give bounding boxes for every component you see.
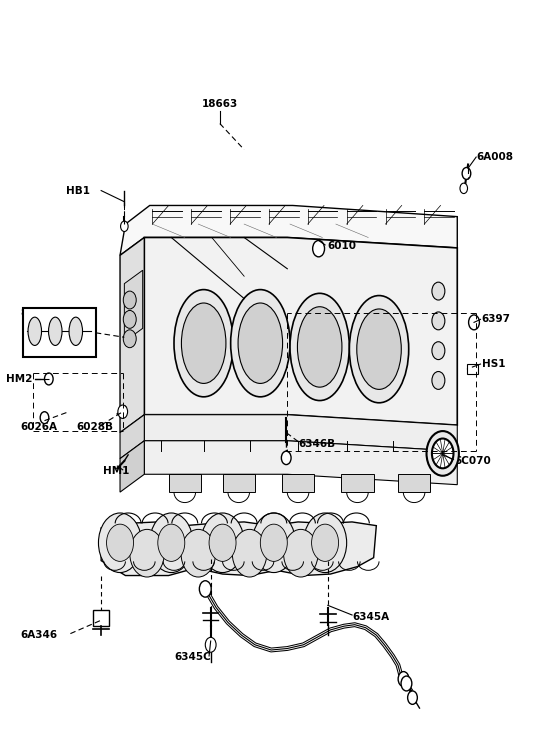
Circle shape xyxy=(123,291,136,309)
Circle shape xyxy=(150,513,193,573)
Ellipse shape xyxy=(231,289,290,397)
Circle shape xyxy=(304,513,347,573)
Text: 6346B: 6346B xyxy=(298,439,335,449)
Text: 6397: 6397 xyxy=(481,314,510,325)
Ellipse shape xyxy=(357,309,401,389)
Circle shape xyxy=(281,451,291,465)
Circle shape xyxy=(120,221,128,231)
Text: HS1: HS1 xyxy=(481,359,505,369)
Ellipse shape xyxy=(69,317,83,345)
Polygon shape xyxy=(282,474,315,492)
Circle shape xyxy=(232,530,267,577)
Polygon shape xyxy=(168,474,201,492)
Polygon shape xyxy=(228,541,269,551)
Ellipse shape xyxy=(290,293,350,401)
Circle shape xyxy=(205,637,216,652)
Circle shape xyxy=(181,530,216,577)
Polygon shape xyxy=(279,541,319,551)
Text: HM3: HM3 xyxy=(43,342,66,351)
Text: 6028B: 6028B xyxy=(77,421,114,432)
Text: HM1: HM1 xyxy=(103,466,129,476)
Circle shape xyxy=(432,312,445,330)
Circle shape xyxy=(123,330,136,348)
Circle shape xyxy=(460,183,468,193)
Circle shape xyxy=(252,513,295,573)
Circle shape xyxy=(427,431,459,476)
Polygon shape xyxy=(341,474,374,492)
Text: 6345A: 6345A xyxy=(352,612,389,622)
Text: HM2: HM2 xyxy=(6,374,33,384)
Ellipse shape xyxy=(238,303,283,383)
Circle shape xyxy=(469,315,479,330)
Circle shape xyxy=(209,524,236,562)
Text: 8555: 8555 xyxy=(20,308,49,319)
Circle shape xyxy=(98,513,142,573)
Bar xyxy=(23,308,96,357)
Polygon shape xyxy=(120,441,144,492)
Circle shape xyxy=(283,530,318,577)
Bar xyxy=(93,609,109,626)
Circle shape xyxy=(130,530,164,577)
Circle shape xyxy=(432,439,453,468)
Polygon shape xyxy=(120,205,457,255)
Circle shape xyxy=(432,372,445,389)
Circle shape xyxy=(408,691,417,704)
Polygon shape xyxy=(144,237,457,425)
Polygon shape xyxy=(125,541,166,551)
Circle shape xyxy=(40,412,49,424)
Text: 6A008: 6A008 xyxy=(476,152,513,162)
Circle shape xyxy=(432,282,445,300)
Polygon shape xyxy=(223,474,255,492)
Polygon shape xyxy=(120,237,144,433)
Polygon shape xyxy=(101,522,376,575)
Ellipse shape xyxy=(28,317,42,345)
Polygon shape xyxy=(124,270,143,342)
Ellipse shape xyxy=(174,289,234,397)
Polygon shape xyxy=(120,415,144,459)
Circle shape xyxy=(432,342,445,360)
Polygon shape xyxy=(398,474,430,492)
Polygon shape xyxy=(177,541,217,551)
Circle shape xyxy=(118,405,127,419)
Bar xyxy=(467,364,478,374)
Polygon shape xyxy=(144,441,457,485)
Ellipse shape xyxy=(182,303,226,383)
Circle shape xyxy=(123,310,136,328)
Circle shape xyxy=(462,168,471,179)
Ellipse shape xyxy=(49,317,62,345)
Circle shape xyxy=(107,524,133,562)
Circle shape xyxy=(260,524,287,562)
Text: 6A346: 6A346 xyxy=(20,630,57,640)
Circle shape xyxy=(199,580,211,597)
Text: 6010: 6010 xyxy=(328,242,357,251)
Circle shape xyxy=(398,671,409,686)
Text: assemblycarts.com: assemblycarts.com xyxy=(190,346,277,355)
Text: 6345C: 6345C xyxy=(174,653,211,662)
Ellipse shape xyxy=(350,295,409,403)
Circle shape xyxy=(201,513,244,573)
Circle shape xyxy=(312,524,339,562)
Text: HB1: HB1 xyxy=(66,186,90,195)
Circle shape xyxy=(44,373,53,385)
Circle shape xyxy=(158,524,185,562)
Text: 6026A: 6026A xyxy=(20,421,57,432)
Text: 18663: 18663 xyxy=(202,98,238,109)
Polygon shape xyxy=(144,415,457,451)
Text: 6C070: 6C070 xyxy=(455,456,491,466)
Circle shape xyxy=(313,240,324,257)
Ellipse shape xyxy=(298,307,342,387)
Circle shape xyxy=(401,676,412,691)
